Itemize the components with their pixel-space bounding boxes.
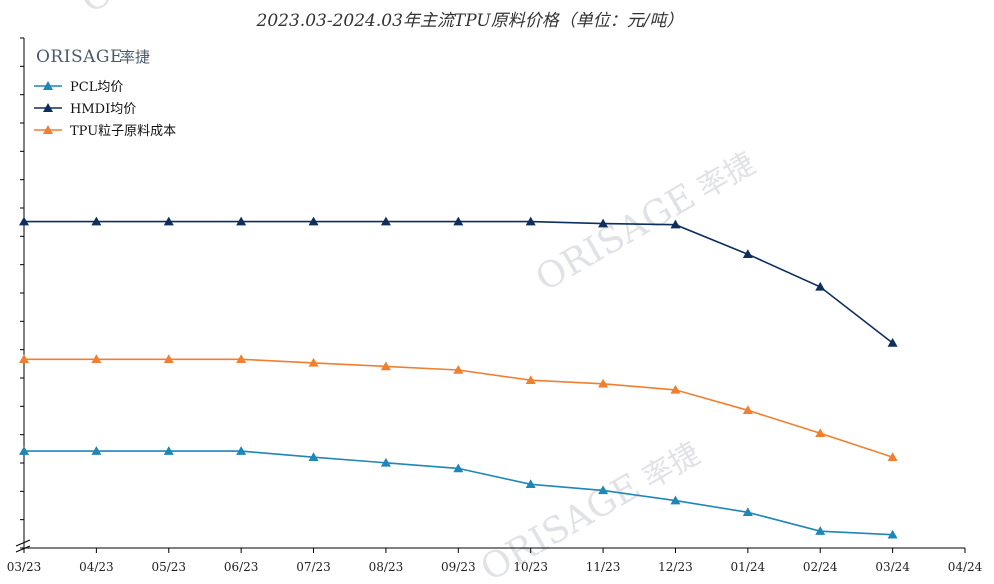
axis-break-mark xyxy=(15,545,31,553)
x-tick-label: 11/23 xyxy=(586,560,621,574)
series-line xyxy=(24,220,894,344)
data-point xyxy=(525,216,536,226)
legend-entry: PCL均价 xyxy=(34,80,123,95)
x-tick-label: 02/24 xyxy=(803,560,838,574)
x-tick-label: 06/23 xyxy=(224,560,259,574)
data-point xyxy=(525,479,536,488)
data-point xyxy=(887,337,898,347)
data-point xyxy=(163,446,174,455)
data-point xyxy=(453,365,464,374)
data-point xyxy=(19,446,29,455)
data-point xyxy=(91,216,102,226)
legend-label: HMDI均价 xyxy=(70,102,136,117)
legend-marker xyxy=(43,81,53,90)
data-point xyxy=(887,529,898,539)
watermark-middle-latin: ORISAGE xyxy=(529,176,702,300)
data-point xyxy=(163,354,174,364)
data-point xyxy=(236,216,247,226)
data-point xyxy=(163,216,174,226)
legend-entry: TPU粒子原料成本 xyxy=(34,124,176,139)
data-point xyxy=(308,452,319,461)
data-point xyxy=(91,446,102,455)
data-point xyxy=(887,452,898,461)
data-point xyxy=(236,354,247,364)
data-point xyxy=(670,219,681,229)
chart-title: 2023.03-2024.03年主流TPU原料价格（单位：元/吨） xyxy=(256,11,684,31)
axes: 03/23 04/23 05/23 06/23 07/23 08/23 09/23 10/23… xyxy=(7,37,983,574)
x-tick-label: 04/24 xyxy=(948,560,983,574)
x-tick-label: 08/23 xyxy=(369,560,404,574)
x-tick-label: 09/23 xyxy=(441,560,476,574)
data-point xyxy=(19,354,29,364)
series-1 xyxy=(19,216,898,347)
data-point xyxy=(815,428,826,437)
watermark-top: ORISAGE xyxy=(74,0,247,22)
legend-label: PCL均价 xyxy=(70,80,123,95)
series-layer xyxy=(19,216,898,539)
legend-marker xyxy=(43,125,53,134)
logo-cn: 率捷 xyxy=(120,48,150,66)
x-tick-label: 05/23 xyxy=(151,560,186,574)
x-tick-label: 03/23 xyxy=(7,560,42,574)
data-point xyxy=(598,378,609,388)
data-point xyxy=(525,375,536,384)
watermark-top-latin: ORISAGE xyxy=(74,0,247,22)
data-point xyxy=(380,457,391,467)
data-point xyxy=(742,405,753,415)
watermark-bottom-latin: ORISAGE xyxy=(474,466,647,584)
data-point xyxy=(742,507,753,517)
data-point xyxy=(742,249,753,258)
data-point xyxy=(380,216,391,226)
legend-marker xyxy=(43,103,53,112)
legend-entry: HMDI均价 xyxy=(34,102,136,117)
data-point xyxy=(236,446,247,455)
data-point xyxy=(308,357,319,367)
x-tick-label: 04/23 xyxy=(79,560,114,574)
data-point xyxy=(598,485,609,495)
series-0 xyxy=(19,446,898,539)
watermark-bottom-cn: 率捷 xyxy=(637,436,706,496)
series-2 xyxy=(19,354,898,461)
x-tick-label: 07/23 xyxy=(296,560,331,574)
data-point xyxy=(91,354,102,364)
x-tick-label: 03/24 xyxy=(875,560,910,574)
axis-break-mark xyxy=(15,539,31,547)
x-tick-label: 12/23 xyxy=(658,560,693,574)
logo-latin: ORISAGE xyxy=(36,47,123,67)
data-point xyxy=(308,216,319,226)
data-point xyxy=(815,526,826,535)
legend-label: TPU粒子原料成本 xyxy=(70,124,176,139)
data-point xyxy=(670,495,681,505)
data-point xyxy=(19,216,29,226)
logo: ORISAGE 率捷 xyxy=(36,47,150,67)
data-point xyxy=(598,218,609,228)
x-tick-label: 01/24 xyxy=(731,560,766,574)
watermark-middle: ORISAGE 率捷 xyxy=(529,146,761,300)
data-point xyxy=(453,463,464,473)
series-line xyxy=(24,358,893,458)
x-tick-label: 10/23 xyxy=(513,560,548,574)
data-point xyxy=(380,361,391,371)
data-point xyxy=(453,216,464,226)
data-point xyxy=(670,384,681,394)
watermark-middle-cn: 率捷 xyxy=(692,146,761,206)
data-point xyxy=(815,281,826,291)
legend: PCL均价 HMDI均价 TPU粒子原料成本 xyxy=(34,80,176,139)
